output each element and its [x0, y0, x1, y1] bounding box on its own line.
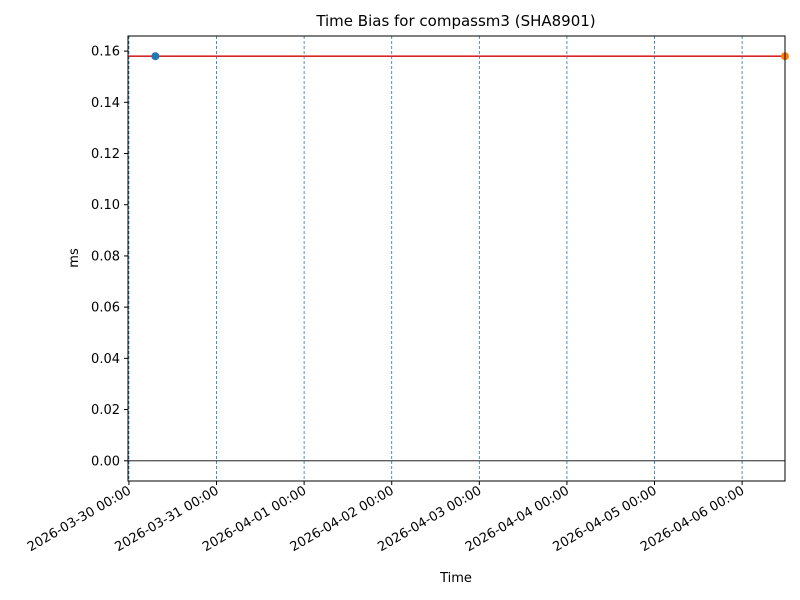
x-axis-title: Time: [439, 571, 472, 586]
y-tick-label: 0.02: [91, 403, 120, 418]
plot-frame: [127, 35, 786, 482]
y-tick-label: 0.12: [91, 147, 120, 162]
y-tick-label: 0.10: [91, 198, 120, 213]
y-tick-label: 0.04: [91, 352, 120, 367]
y-tick-label: 0.14: [91, 96, 120, 111]
y-axis-title: ms: [67, 248, 82, 268]
plot-background: [128, 36, 785, 481]
data-point-marker: [151, 52, 160, 61]
y-tick-label: 0.06: [91, 301, 120, 316]
y-tick-label: 0.00: [91, 454, 120, 469]
chart-title: Time Bias for compassm3 (SHA8901): [315, 12, 595, 30]
y-axis-ticks: 0.00 0.02 0.04 0.06 0.08 0.10 0.12 0.14 0.16: [91, 45, 128, 469]
y-tick-label: 0.16: [91, 45, 120, 60]
grid-layer: [128, 36, 743, 481]
y-tick-label: 0.08: [91, 249, 120, 264]
